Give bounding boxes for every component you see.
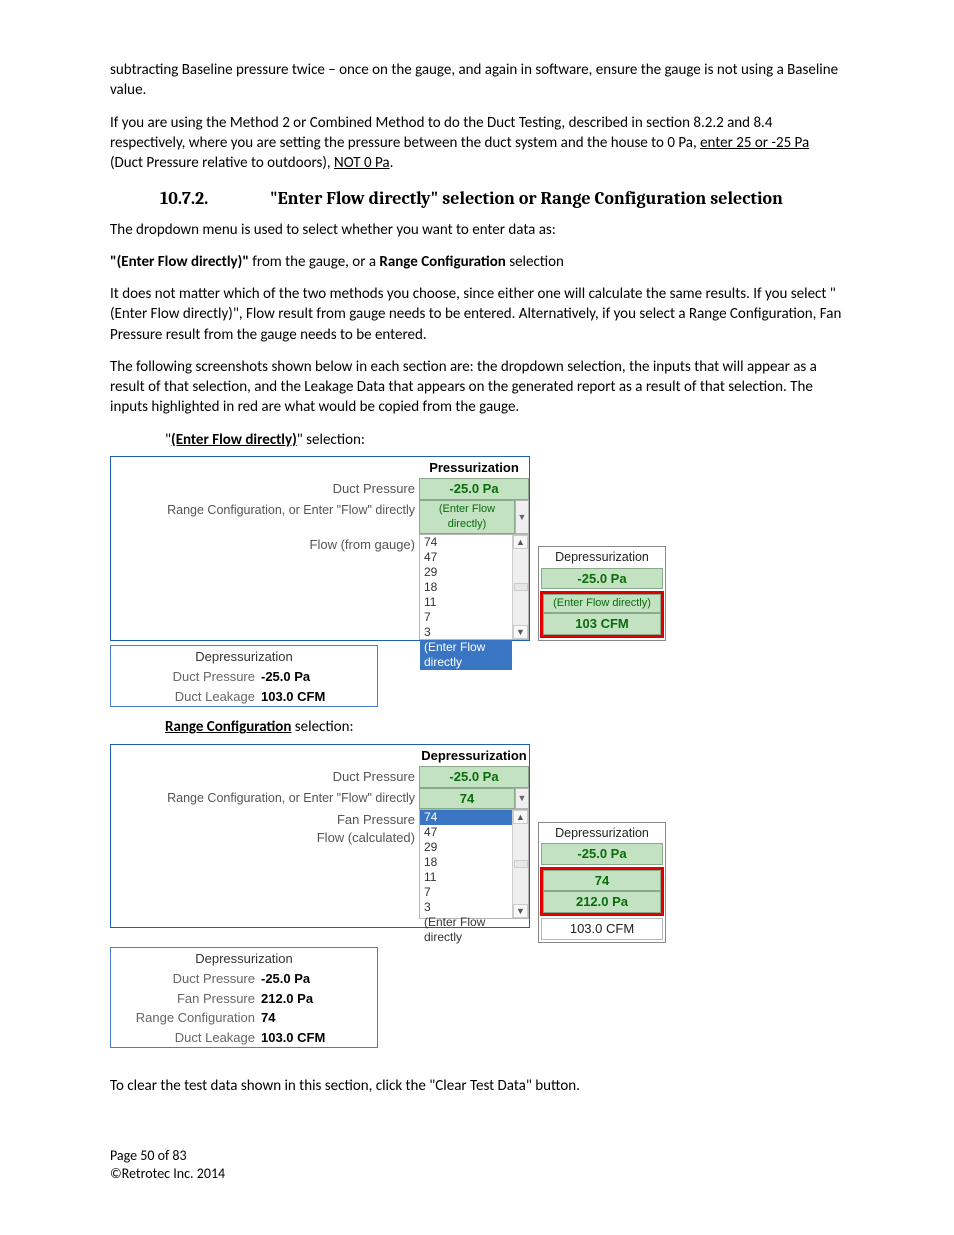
para-method2: If you are using the Method 2 or Combine…	[110, 113, 844, 174]
result-range: 74	[543, 870, 661, 892]
heading-10-7-2: 10.7.2."Enter Flow directly" selection o…	[110, 187, 844, 211]
list-item[interactable]: 11	[420, 595, 512, 610]
report-label: Duct Leakage	[111, 1028, 261, 1048]
result-box-2: Depressurization -25.0 Pa 74 212.0 Pa 10…	[538, 822, 666, 943]
para-dropdown-intro: The dropdown menu is used to select whet…	[110, 220, 844, 240]
label-range-configuration: Range Configuration selection:	[165, 717, 844, 737]
list-item[interactable]: 29	[420, 565, 512, 580]
scrollbar[interactable]: ▲ ▼	[512, 810, 528, 918]
result-flow: 103 CFM	[543, 613, 661, 635]
input-duct-pressure[interactable]: -25.0 Pa	[419, 766, 529, 788]
list-item[interactable]: 3	[420, 900, 512, 915]
result-box-1: Depressurization -25.0 Pa (Enter Flow di…	[538, 546, 666, 641]
col-header-pressurization: Pressurization	[419, 457, 529, 479]
report-label: Fan Pressure	[111, 989, 261, 1009]
highlight-red: (Enter Flow directly) 103 CFM	[540, 591, 664, 637]
report-value: 103.0 CFM	[261, 687, 325, 707]
result-duct-pressure: -25.0 Pa	[541, 568, 663, 590]
list-item[interactable]: 47	[420, 550, 512, 565]
para-explain: It does not matter which of the two meth…	[110, 284, 844, 345]
list-item[interactable]: 7	[420, 610, 512, 625]
list-item[interactable]: 3	[420, 625, 512, 640]
report-label: Range Configuration	[111, 1008, 261, 1028]
list-item-selected[interactable]: 74	[420, 810, 512, 825]
dropdown-arrow-icon[interactable]: ▼	[515, 500, 529, 534]
report-value: 212.0 Pa	[261, 989, 313, 1009]
list-item[interactable]: 7	[420, 885, 512, 900]
list-item[interactable]: (Enter Flow directly	[420, 915, 512, 945]
page-footer: Page 50 of 83 ©Retrotec Inc. 2014	[110, 1147, 844, 1185]
report-label: Duct Pressure	[111, 969, 261, 989]
list-item[interactable]: 74	[420, 535, 512, 550]
dropdown-list[interactable]: 74 47 29 18 11 7 3 (Enter Flow directly …	[419, 809, 529, 919]
label-range-config: Range Configuration, or Enter "Flow" dir…	[111, 788, 419, 810]
scroll-up-icon[interactable]: ▲	[513, 535, 528, 549]
list-item-selected[interactable]: (Enter Flow directly	[420, 640, 512, 670]
report-label: Duct Pressure	[111, 667, 261, 687]
report-title: Depressurization	[111, 646, 377, 668]
scroll-grip[interactable]	[514, 583, 528, 591]
report-value: -25.0 Pa	[261, 667, 310, 687]
result-duct-pressure: -25.0 Pa	[541, 843, 663, 865]
scrollbar[interactable]: ▲ ▼	[512, 535, 528, 639]
list-item[interactable]: 18	[420, 855, 512, 870]
label-duct-pressure: Duct Pressure	[111, 478, 419, 500]
panel-enter-flow: Pressurization Duct Pressure -25.0 Pa Ra…	[110, 456, 530, 641]
result-header: Depressurization	[539, 547, 665, 568]
result-range: (Enter Flow directly)	[543, 594, 661, 613]
report-value: -25.0 Pa	[261, 969, 310, 989]
list-item[interactable]: 29	[420, 840, 512, 855]
label-enter-flow-directly: "(Enter Flow directly)" selection:	[165, 430, 844, 450]
scroll-up-icon[interactable]: ▲	[513, 810, 528, 824]
result-header: Depressurization	[539, 823, 665, 844]
report-title: Depressurization	[111, 948, 377, 970]
label-fan-pressure: Fan Pressure	[111, 809, 419, 919]
report-panel-2: Depressurization Duct Pressure-25.0 Pa F…	[110, 947, 378, 1049]
dropdown-list[interactable]: 74 47 29 18 11 7 3 (Enter Flow directly …	[419, 534, 529, 640]
result-fan-pressure: 212.0 Pa	[543, 891, 661, 913]
scroll-grip[interactable]	[514, 860, 528, 868]
panel-range-config: Depressurization Duct Pressure -25.0 Pa …	[110, 744, 530, 928]
label-range-config: Range Configuration, or Enter "Flow" dir…	[111, 500, 419, 534]
col-header-depressurization: Depressurization	[419, 745, 529, 767]
list-item[interactable]: 18	[420, 580, 512, 595]
scroll-down-icon[interactable]: ▼	[513, 625, 528, 639]
label-flow-from-gauge: Flow (from gauge)	[111, 534, 419, 640]
result-flow: 103.0 CFM	[541, 918, 663, 940]
highlight-red: 74 212.0 Pa	[540, 867, 664, 916]
report-value: 74	[261, 1008, 275, 1028]
report-label: Duct Leakage	[111, 687, 261, 707]
dropdown-range-selected[interactable]: 74	[419, 788, 515, 810]
para-screenshots: The following screenshots shown below in…	[110, 357, 844, 418]
list-item[interactable]: 11	[420, 870, 512, 885]
label-duct-pressure: Duct Pressure	[111, 766, 419, 788]
copyright: ©Retrotec Inc. 2014	[110, 1165, 844, 1184]
dropdown-range-selected[interactable]: (Enter Flow directly)	[419, 500, 515, 534]
page-number: Page 50 of 83	[110, 1147, 844, 1166]
para-options: "(Enter Flow directly)" from the gauge, …	[110, 252, 844, 272]
para-baseline: subtracting Baseline pressure twice – on…	[110, 60, 844, 101]
report-panel-1: Depressurization Duct Pressure-25.0 Pa D…	[110, 645, 378, 708]
report-value: 103.0 CFM	[261, 1028, 325, 1048]
para-closing: To clear the test data shown in this sec…	[110, 1076, 844, 1096]
dropdown-arrow-icon[interactable]: ▼	[515, 788, 529, 810]
scroll-down-icon[interactable]: ▼	[513, 904, 528, 918]
input-duct-pressure[interactable]: -25.0 Pa	[419, 478, 529, 500]
label-flow-calculated: Flow (calculated)	[111, 827, 419, 849]
list-item[interactable]: 47	[420, 825, 512, 840]
